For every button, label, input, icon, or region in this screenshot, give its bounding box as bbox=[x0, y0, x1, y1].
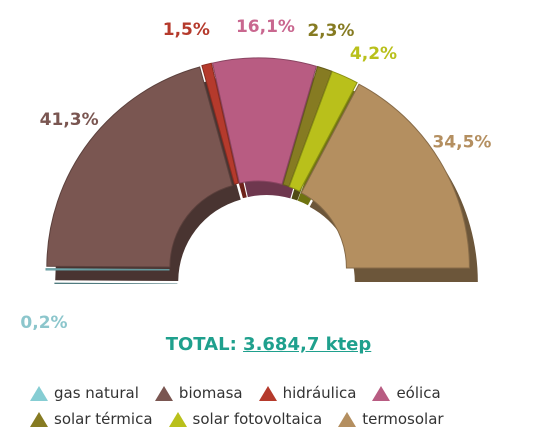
legend-label: hidráulica bbox=[282, 384, 357, 402]
legend-item-biomasa: biomasa bbox=[154, 384, 243, 402]
total-label: TOTAL: bbox=[165, 334, 237, 355]
slice-termosolar[interactable] bbox=[300, 83, 470, 269]
legend-marker-icon bbox=[30, 385, 48, 401]
legend-label: biomasa bbox=[178, 384, 243, 402]
legend-marker-icon bbox=[154, 385, 173, 401]
legend-item-gas-natural: gas natural bbox=[30, 384, 139, 402]
legend-item-hidráulica: hidráulica bbox=[258, 384, 357, 402]
slice-hidráulica[interactable] bbox=[201, 62, 239, 185]
donut-chart: 0,2% 41,3% 1,5% 16,1% 2,3% 4,2% 34,5% bbox=[20, 17, 491, 330]
legend-label: gas natural bbox=[54, 384, 139, 402]
legend-label: eólica bbox=[396, 384, 441, 402]
legend-marker-icon bbox=[338, 411, 357, 427]
legend-marker-icon bbox=[258, 385, 277, 401]
legend-label: solar térmica bbox=[54, 410, 153, 428]
slice-gas-natural[interactable] bbox=[45, 268, 170, 271]
slice-label-eólica: 16,1% bbox=[236, 17, 295, 37]
legend-item-termosolar: termosolar bbox=[338, 410, 444, 428]
legend-row: solar térmica solar fotovoltaica termosola… bbox=[30, 406, 530, 432]
total-value[interactable]: 3.684,7 ktep bbox=[243, 334, 372, 355]
legend: gas natural biomasa hidráulica eólica solar… bbox=[30, 380, 530, 432]
slice-solar-fotovoltaica[interactable] bbox=[288, 70, 358, 192]
legend-row: gas natural biomasa hidráulica eólica bbox=[30, 380, 530, 406]
slice-label-biomasa: 41,3% bbox=[40, 110, 99, 130]
legend-item-solar-fotovoltaica: solar fotovoltaica bbox=[168, 410, 323, 428]
slice-label-hidráulica: 1,5% bbox=[163, 20, 210, 40]
slice-label-solar-fotovoltaica: 4,2% bbox=[350, 44, 397, 64]
legend-marker-icon bbox=[30, 411, 48, 427]
slice-label-termosolar: 34,5% bbox=[432, 132, 491, 152]
legend-item-solar-térmica: solar térmica bbox=[30, 410, 153, 428]
slice-labels: 0,2% 41,3% 1,5% 16,1% 2,3% 4,2% 34,5% bbox=[20, 17, 491, 330]
slice-label-gas-natural: 0,2% bbox=[20, 313, 67, 330]
slice-biomasa[interactable] bbox=[46, 66, 233, 268]
slice-faces bbox=[45, 57, 470, 271]
legend-item-eólica: eólica bbox=[372, 384, 441, 402]
total-line: TOTAL: 3.684,7 ktep bbox=[0, 334, 537, 355]
legend-label: solar fotovoltaica bbox=[192, 410, 323, 428]
legend-label: termosolar bbox=[362, 410, 444, 428]
slice-side-gas-natural bbox=[54, 282, 178, 284]
slice-label-solar-térmica: 2,3% bbox=[307, 21, 354, 41]
legend-marker-icon bbox=[372, 385, 391, 401]
legend-marker-icon bbox=[168, 411, 187, 427]
slice-eólica[interactable] bbox=[211, 57, 318, 186]
